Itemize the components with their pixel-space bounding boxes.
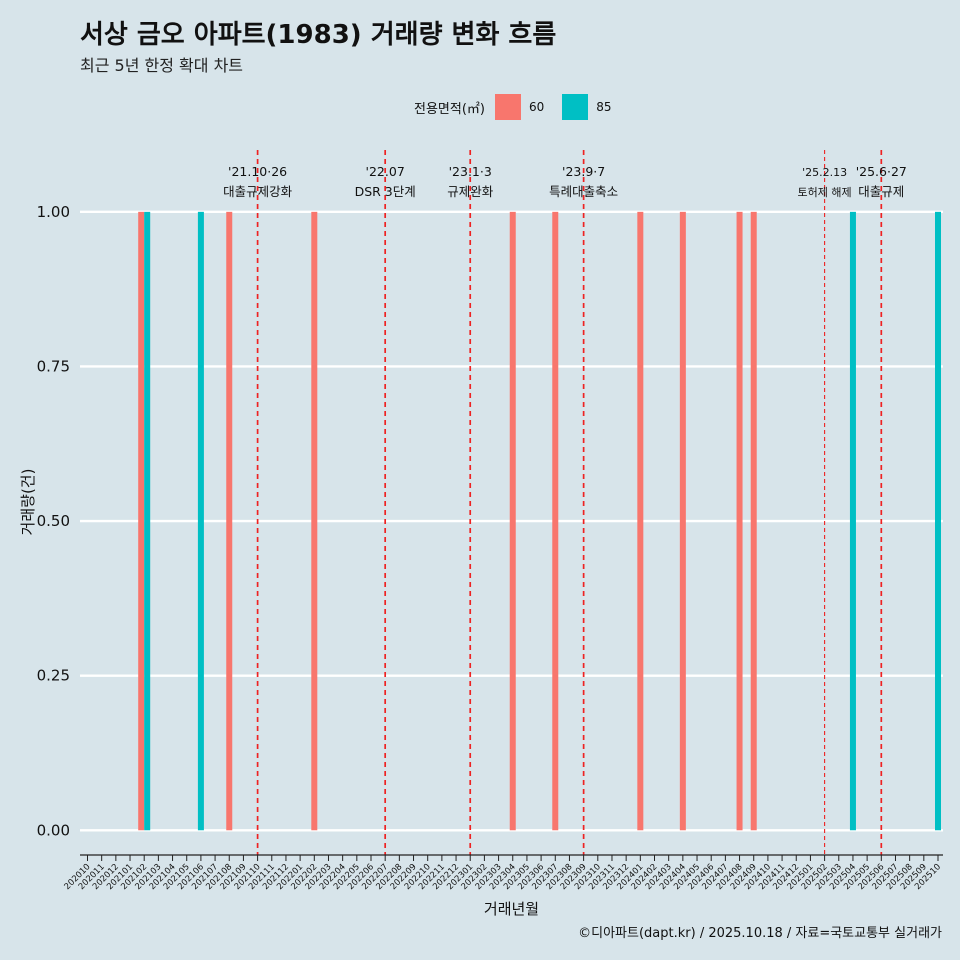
annotation-label-6: 대출규제 bbox=[858, 184, 904, 199]
x-axis-title: 거래년월 bbox=[484, 900, 539, 918]
bar-60-202404 bbox=[679, 211, 686, 831]
annotation-label-3: 규제완화 bbox=[447, 184, 494, 199]
y-tick-label: 0.00 bbox=[37, 821, 70, 839]
annotation-date-5: '25.2.13 bbox=[802, 166, 847, 179]
annotation-date-2: '22.07 bbox=[366, 164, 405, 179]
bar-60-202304 bbox=[509, 211, 516, 831]
bar-85-202106 bbox=[197, 211, 204, 831]
y-tick-label: 1.00 bbox=[37, 203, 70, 221]
y-axis-title: 거래량(건) bbox=[19, 469, 37, 536]
annotation-label-4: 특례대출축소 bbox=[549, 184, 618, 199]
y-tick-label: 0.50 bbox=[37, 512, 70, 530]
annotation-date-3: '23.1·3 bbox=[449, 164, 492, 179]
bar-60-202202 bbox=[311, 211, 318, 831]
bar-85-202510 bbox=[935, 211, 941, 831]
bar-85-202504 bbox=[849, 211, 856, 831]
bar-60-202408 bbox=[736, 211, 743, 831]
chart-subtitle: 최근 5년 한정 확대 차트 bbox=[80, 56, 244, 75]
legend-title: 전용면적(㎡) bbox=[414, 101, 485, 117]
annotation-label-2: DSR 3단계 bbox=[355, 184, 416, 199]
chart-title: 서상 금오 아파트(1983) 거래량 변화 흐름 bbox=[80, 20, 557, 50]
bar-60-202102 bbox=[138, 211, 145, 831]
bar-60-202401 bbox=[637, 211, 644, 831]
legend: 전용면적(㎡) 60 85 bbox=[414, 93, 630, 121]
y-tick-label: 0.75 bbox=[37, 357, 70, 375]
legend-label-85: 85 bbox=[596, 100, 612, 114]
annotation-date-6: '25.6·27 bbox=[856, 164, 907, 179]
annotation-date-4: '23.9·7 bbox=[562, 164, 605, 179]
annotation-date-1: '21.10·26 bbox=[228, 164, 287, 179]
bar-60-202409 bbox=[750, 211, 757, 831]
source-caption: ©디아파트(dapt.kr) / 2025.10.18 / 자료=국토교통부 실… bbox=[578, 926, 942, 941]
annotation-label-1: 대출규제강화 bbox=[223, 184, 293, 199]
legend-key-60 bbox=[494, 94, 521, 120]
legend-key-85 bbox=[562, 94, 589, 120]
y-tick-label: 0.25 bbox=[37, 667, 70, 685]
bar-60-202307 bbox=[552, 211, 559, 831]
bar-60-202108 bbox=[226, 211, 233, 831]
legend-label-60: 60 bbox=[528, 100, 545, 114]
bar-85-202102 bbox=[144, 211, 151, 831]
annotation-label-5: 토허제 해제 bbox=[798, 185, 852, 199]
